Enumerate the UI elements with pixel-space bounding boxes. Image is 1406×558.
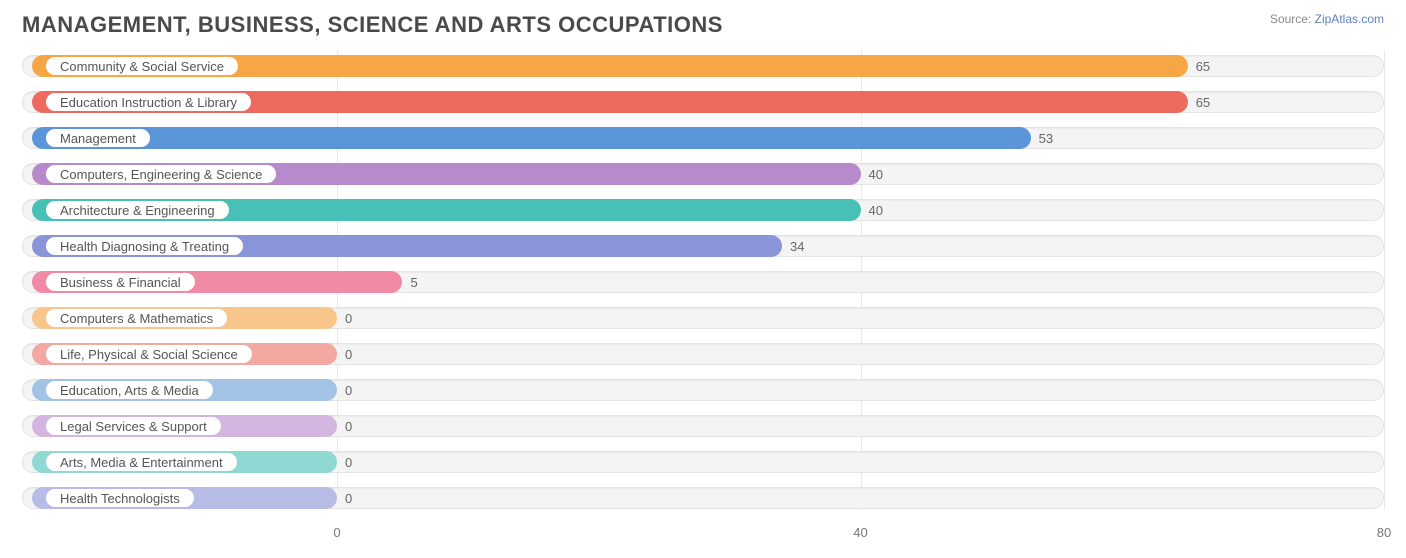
gridline — [1384, 50, 1385, 510]
bar-row: Education Instruction & Library 65 — [22, 86, 1384, 118]
value-label: 0 — [337, 487, 352, 509]
category-pill: Architecture & Engineering — [44, 199, 231, 221]
category-pill: Health Technologists — [44, 487, 196, 509]
bar-row: Management 53 — [22, 122, 1384, 154]
value-label: 0 — [337, 451, 352, 473]
category-pill: Management — [44, 127, 152, 149]
bar-row: Legal Services & Support 0 — [22, 410, 1384, 442]
x-tick: 40 — [853, 525, 867, 540]
category-pill: Life, Physical & Social Science — [44, 343, 254, 365]
value-label: 5 — [402, 271, 417, 293]
category-pill: Computers, Engineering & Science — [44, 163, 278, 185]
bar-row: Health Diagnosing & Treating 34 — [22, 230, 1384, 262]
value-label: 34 — [782, 235, 804, 257]
value-label: 40 — [861, 163, 883, 185]
x-tick: 0 — [333, 525, 340, 540]
bar-row: Life, Physical & Social Science 0 — [22, 338, 1384, 370]
value-label: 53 — [1031, 127, 1053, 149]
category-pill: Computers & Mathematics — [44, 307, 229, 329]
chart-container: MANAGEMENT, BUSINESS, SCIENCE AND ARTS O… — [0, 0, 1406, 558]
bar-row: Computers, Engineering & Science 40 — [22, 158, 1384, 190]
x-tick: 80 — [1377, 525, 1391, 540]
plot-region: Community & Social Service65Education In… — [22, 50, 1384, 510]
category-pill: Legal Services & Support — [44, 415, 223, 437]
value-label: 0 — [337, 415, 352, 437]
chart-area: Community & Social Service65Education In… — [22, 50, 1384, 540]
category-pill: Business & Financial — [44, 271, 197, 293]
source-link[interactable]: ZipAtlas.com — [1315, 12, 1384, 26]
category-pill: Education Instruction & Library — [44, 91, 253, 113]
bar-row: Architecture & Engineering 40 — [22, 194, 1384, 226]
category-pill: Arts, Media & Entertainment — [44, 451, 239, 473]
bar-row: Education, Arts & Media 0 — [22, 374, 1384, 406]
value-label: 0 — [337, 379, 352, 401]
chart-title: MANAGEMENT, BUSINESS, SCIENCE AND ARTS O… — [22, 12, 723, 38]
value-label: 40 — [861, 199, 883, 221]
x-axis: 04080 — [22, 510, 1384, 540]
bar-row: Business & Financial 5 — [22, 266, 1384, 298]
bar-row: Arts, Media & Entertainment 0 — [22, 446, 1384, 478]
category-pill: Community & Social Service — [44, 55, 240, 77]
header: MANAGEMENT, BUSINESS, SCIENCE AND ARTS O… — [22, 12, 1384, 38]
source-prefix: Source: — [1270, 12, 1315, 26]
value-label: 65 — [1188, 55, 1210, 77]
value-label: 0 — [337, 307, 352, 329]
value-label: 0 — [337, 343, 352, 365]
value-label: 65 — [1188, 91, 1210, 113]
category-pill: Education, Arts & Media — [44, 379, 215, 401]
bar-row: Computers & Mathematics 0 — [22, 302, 1384, 334]
bar-row: Community & Social Service 65 — [22, 50, 1384, 82]
source-attribution: Source: ZipAtlas.com — [1270, 12, 1384, 26]
bar-fill — [32, 127, 1031, 149]
category-pill: Health Diagnosing & Treating — [44, 235, 245, 257]
